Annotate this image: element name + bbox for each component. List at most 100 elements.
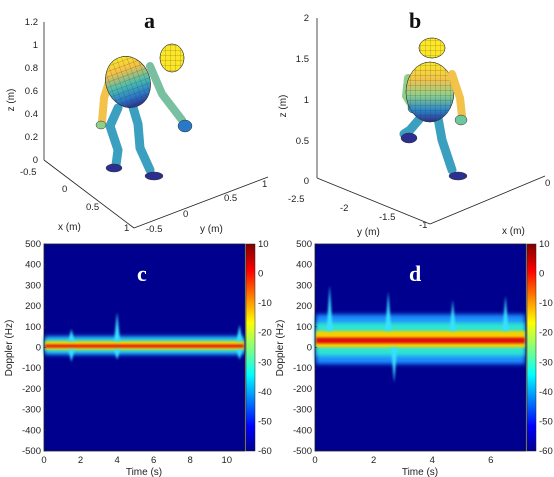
colorbar-tick-label: -20	[258, 328, 272, 339]
y-axis-label-a: y (m)	[200, 224, 223, 235]
panel-a: a 1.2 1 0.8 0.6 0.4 0.2 0 z (m) -0.5 0 0…	[6, 8, 269, 235]
foot-right-a	[144, 171, 164, 181]
y-tick-a: -0.5	[146, 224, 162, 235]
doppler-burst-up	[449, 299, 456, 331]
x-ticks-c: 0 2 4 6 8 10	[41, 455, 232, 466]
colorbar-tick-label: -10	[539, 298, 553, 309]
y-tick-label: -400	[22, 425, 41, 436]
z-tick-a: 1.2	[25, 17, 38, 28]
colorbar-tick-label: -40	[258, 387, 272, 398]
foot-right-b	[448, 171, 468, 181]
y-tick-label: 300	[25, 280, 41, 291]
x-tick-label: 0	[312, 455, 317, 466]
x-tick-label: 4	[430, 455, 435, 466]
spectrogram-c	[45, 312, 244, 362]
y-tick-label: 0	[307, 343, 312, 354]
z-tick-a: 0.6	[25, 86, 38, 97]
panel-label-b: b	[409, 8, 421, 33]
x-tick-label: 8	[188, 455, 193, 466]
arm-front-a	[146, 62, 186, 124]
colorbar-ticks-c: 10 0 -10 -20 -30 -40 -50 -60	[258, 239, 272, 457]
z-tick-a: 0.2	[25, 132, 38, 143]
y-tick-label: 0	[36, 343, 41, 354]
human-model-b	[399, 37, 468, 181]
y-axis-label-c: Doppler (Hz)	[4, 320, 15, 377]
doppler-band-peak	[316, 337, 525, 344]
x-tick-label: 10	[221, 455, 232, 466]
y-tick-a: 0.5	[224, 193, 237, 204]
panel-a-z-ticks: 1.2 1 0.8 0.6 0.4 0.2 0	[25, 17, 38, 166]
x-tick-label: 2	[78, 455, 83, 466]
doppler-burst-up	[68, 328, 75, 342]
head-mesh-b	[418, 37, 446, 59]
colorbar-tick-label: -30	[258, 357, 272, 368]
z-tick-b: 1	[304, 95, 309, 106]
arm-front-b	[448, 70, 466, 120]
y-tick-b: -1.5	[379, 212, 395, 223]
y-tick-label: -500	[22, 446, 41, 457]
panel-b-x-ticks: 0	[545, 178, 550, 189]
hand-back-a	[95, 120, 107, 130]
x-axis-label-b: x (m)	[502, 226, 525, 237]
x-tick-a: 0.5	[86, 202, 99, 213]
colorbar-tick-label: -30	[539, 357, 553, 368]
y-tick-label: -300	[293, 405, 312, 416]
colorbar-tick-label: 0	[539, 269, 544, 280]
torso-mesh-b	[405, 61, 455, 123]
x-ticks-d: 0 2 4 6	[312, 455, 493, 466]
colorbar-d	[526, 243, 537, 452]
x-tick-a: -0.5	[20, 167, 36, 178]
z-tick-b: 0	[304, 176, 309, 187]
y-tick-label: -300	[22, 405, 41, 416]
z-tick-a: 0.4	[25, 109, 38, 120]
doppler-burst-up	[502, 295, 509, 331]
doppler-band-peak	[45, 344, 244, 348]
y-tick-label: 200	[296, 301, 312, 312]
colorbar-tick-label: 0	[258, 269, 263, 280]
panel-b-z-ticks: 2 1.5 1 0.5 0	[296, 13, 309, 187]
y-tick-a: 0	[183, 209, 188, 220]
y-tick-a: 1	[262, 179, 267, 190]
z-tick-a: 0.8	[25, 63, 38, 74]
y-tick-label: 200	[25, 301, 41, 312]
colorbar-tick-label: -50	[539, 416, 553, 427]
foot-left-a	[105, 163, 123, 173]
foot-left-b	[400, 132, 418, 144]
y-tick-label: -100	[293, 363, 312, 374]
y-tick-label: -100	[22, 363, 41, 374]
y-axis-label-b: y (m)	[357, 227, 380, 238]
hand-front-a	[177, 119, 193, 133]
doppler-burst-down	[114, 349, 121, 360]
doppler-burst-up	[236, 324, 243, 342]
leg-right-b	[433, 113, 457, 175]
y-tick-label: -200	[22, 384, 41, 395]
panel-b: b 2 1.5 1 0.5 0 z (m) -2.5 -2 -1.5 -1 y …	[278, 8, 550, 238]
x-axis-label-c: Time (s)	[126, 467, 162, 477]
colorbar-tick-label: -50	[258, 416, 272, 427]
y-tick-label: -400	[293, 425, 312, 436]
x-tick-label: 0	[41, 455, 46, 466]
y-ticks-d: -500 -400 -300 -200 -100 0 100 200 300 400 500	[293, 239, 317, 457]
colorbar-c	[245, 243, 256, 452]
torso-mesh-a	[105, 56, 151, 108]
panel-label-d: d	[409, 261, 421, 286]
doppler-burst-up	[326, 285, 333, 331]
colorbar-tick-label: 10	[539, 239, 550, 250]
x-tick-label: 4	[114, 455, 119, 466]
panel-a-axes	[43, 22, 269, 229]
y-tick-label: 100	[296, 322, 312, 333]
x-tick-a: 1	[124, 223, 129, 234]
z-tick-a: 1	[33, 40, 38, 51]
panel-c: 100-10-20-30-40-50-60 -500-400-300-200-1…	[4, 239, 272, 477]
z-axis-label-a: z (m)	[6, 89, 17, 112]
y-axis-line	[133, 176, 269, 229]
x-tick-label: 6	[488, 455, 493, 466]
leg-left-a	[105, 103, 123, 170]
x-tick-label: 2	[371, 455, 376, 466]
x-axis-line-b	[429, 175, 546, 225]
z-tick-b: 0.5	[296, 136, 309, 147]
colorbar-tick-label: -60	[539, 446, 553, 457]
colorbar-tick-label: -60	[258, 446, 272, 457]
z-tick-a: 0	[33, 155, 38, 166]
